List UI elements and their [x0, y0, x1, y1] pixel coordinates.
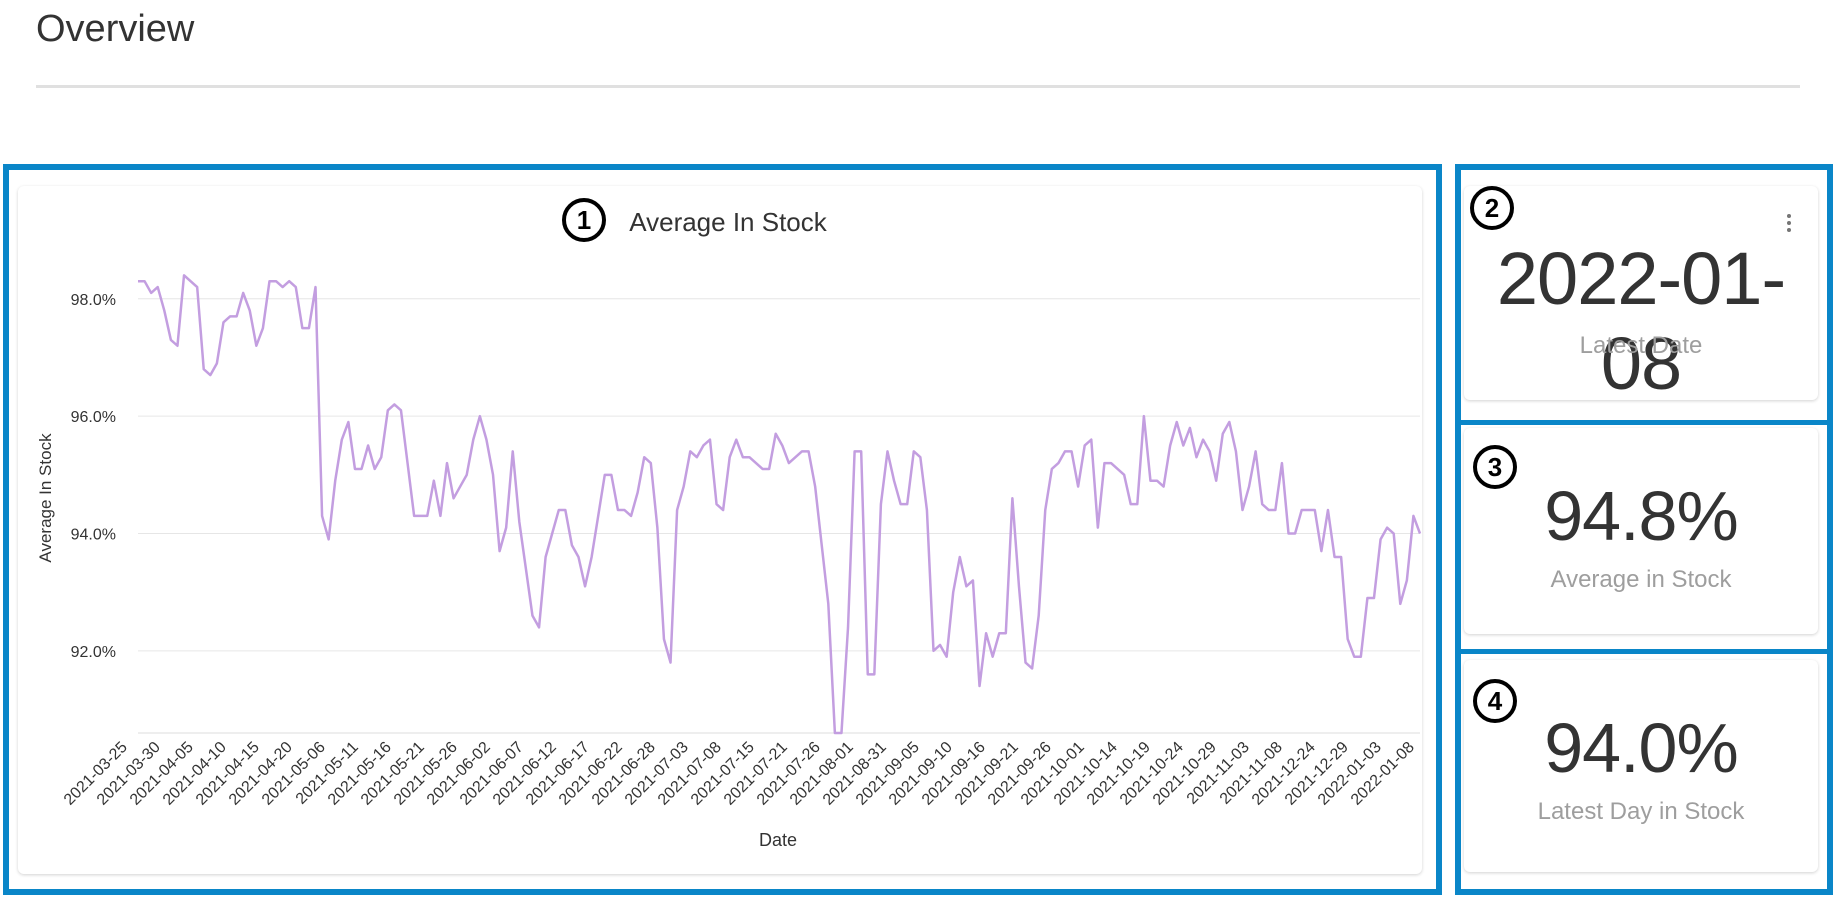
chart-title: Average In Stock	[629, 207, 828, 237]
latest-date-value: 2022-01-08	[1496, 237, 1786, 405]
y-axis-label: Average In Stock	[36, 433, 55, 563]
average-in-stock-chart: Average In Stock 92.0% 94.0% 96.0% 98.0% Av…	[36, 207, 1422, 850]
kpi-frame-divider	[1455, 649, 1833, 654]
latest-day-in-stock-label: Latest Day in Stock	[1537, 798, 1745, 825]
callout-marker-4: 4	[1473, 679, 1517, 723]
x-axis-label: Date	[759, 830, 797, 850]
average-in-stock-chart-card: Average In Stock 92.0% 94.0% 96.0% 98.0% Av…	[18, 186, 1422, 874]
page-title: Overview	[36, 8, 195, 50]
average-in-stock-value: 94.8%	[1544, 477, 1738, 555]
kpi-highlight-frame	[1455, 164, 1833, 895]
average-in-stock-card: 94.8% Average in Stock	[1464, 428, 1818, 634]
latest-day-in-stock-card: 94.0% Latest Day in Stock	[1464, 660, 1818, 872]
callout-marker-1: 1	[562, 198, 606, 242]
series-line	[138, 274, 1422, 735]
y-tick-label: 94.0%	[71, 527, 116, 544]
latest-day-in-stock-value: 94.0%	[1544, 709, 1738, 787]
callout-marker-3: 3	[1473, 445, 1517, 489]
latest-date-label: Latest Date	[1579, 332, 1703, 359]
y-tick-label: 96.0%	[71, 409, 116, 426]
y-tick-label: 92.0%	[71, 644, 116, 661]
callout-marker-2: 2	[1470, 186, 1514, 230]
latest-date-card: 2022-01-08 Latest Date	[1464, 186, 1818, 405]
chart-highlight-frame	[3, 164, 1442, 895]
title-divider	[36, 85, 1800, 88]
more-options-icon[interactable]	[1786, 214, 1792, 236]
average-in-stock-label: Average in Stock	[1550, 566, 1732, 593]
kpi-frame-divider	[1455, 420, 1833, 425]
y-tick-label: 98.0%	[71, 292, 116, 309]
